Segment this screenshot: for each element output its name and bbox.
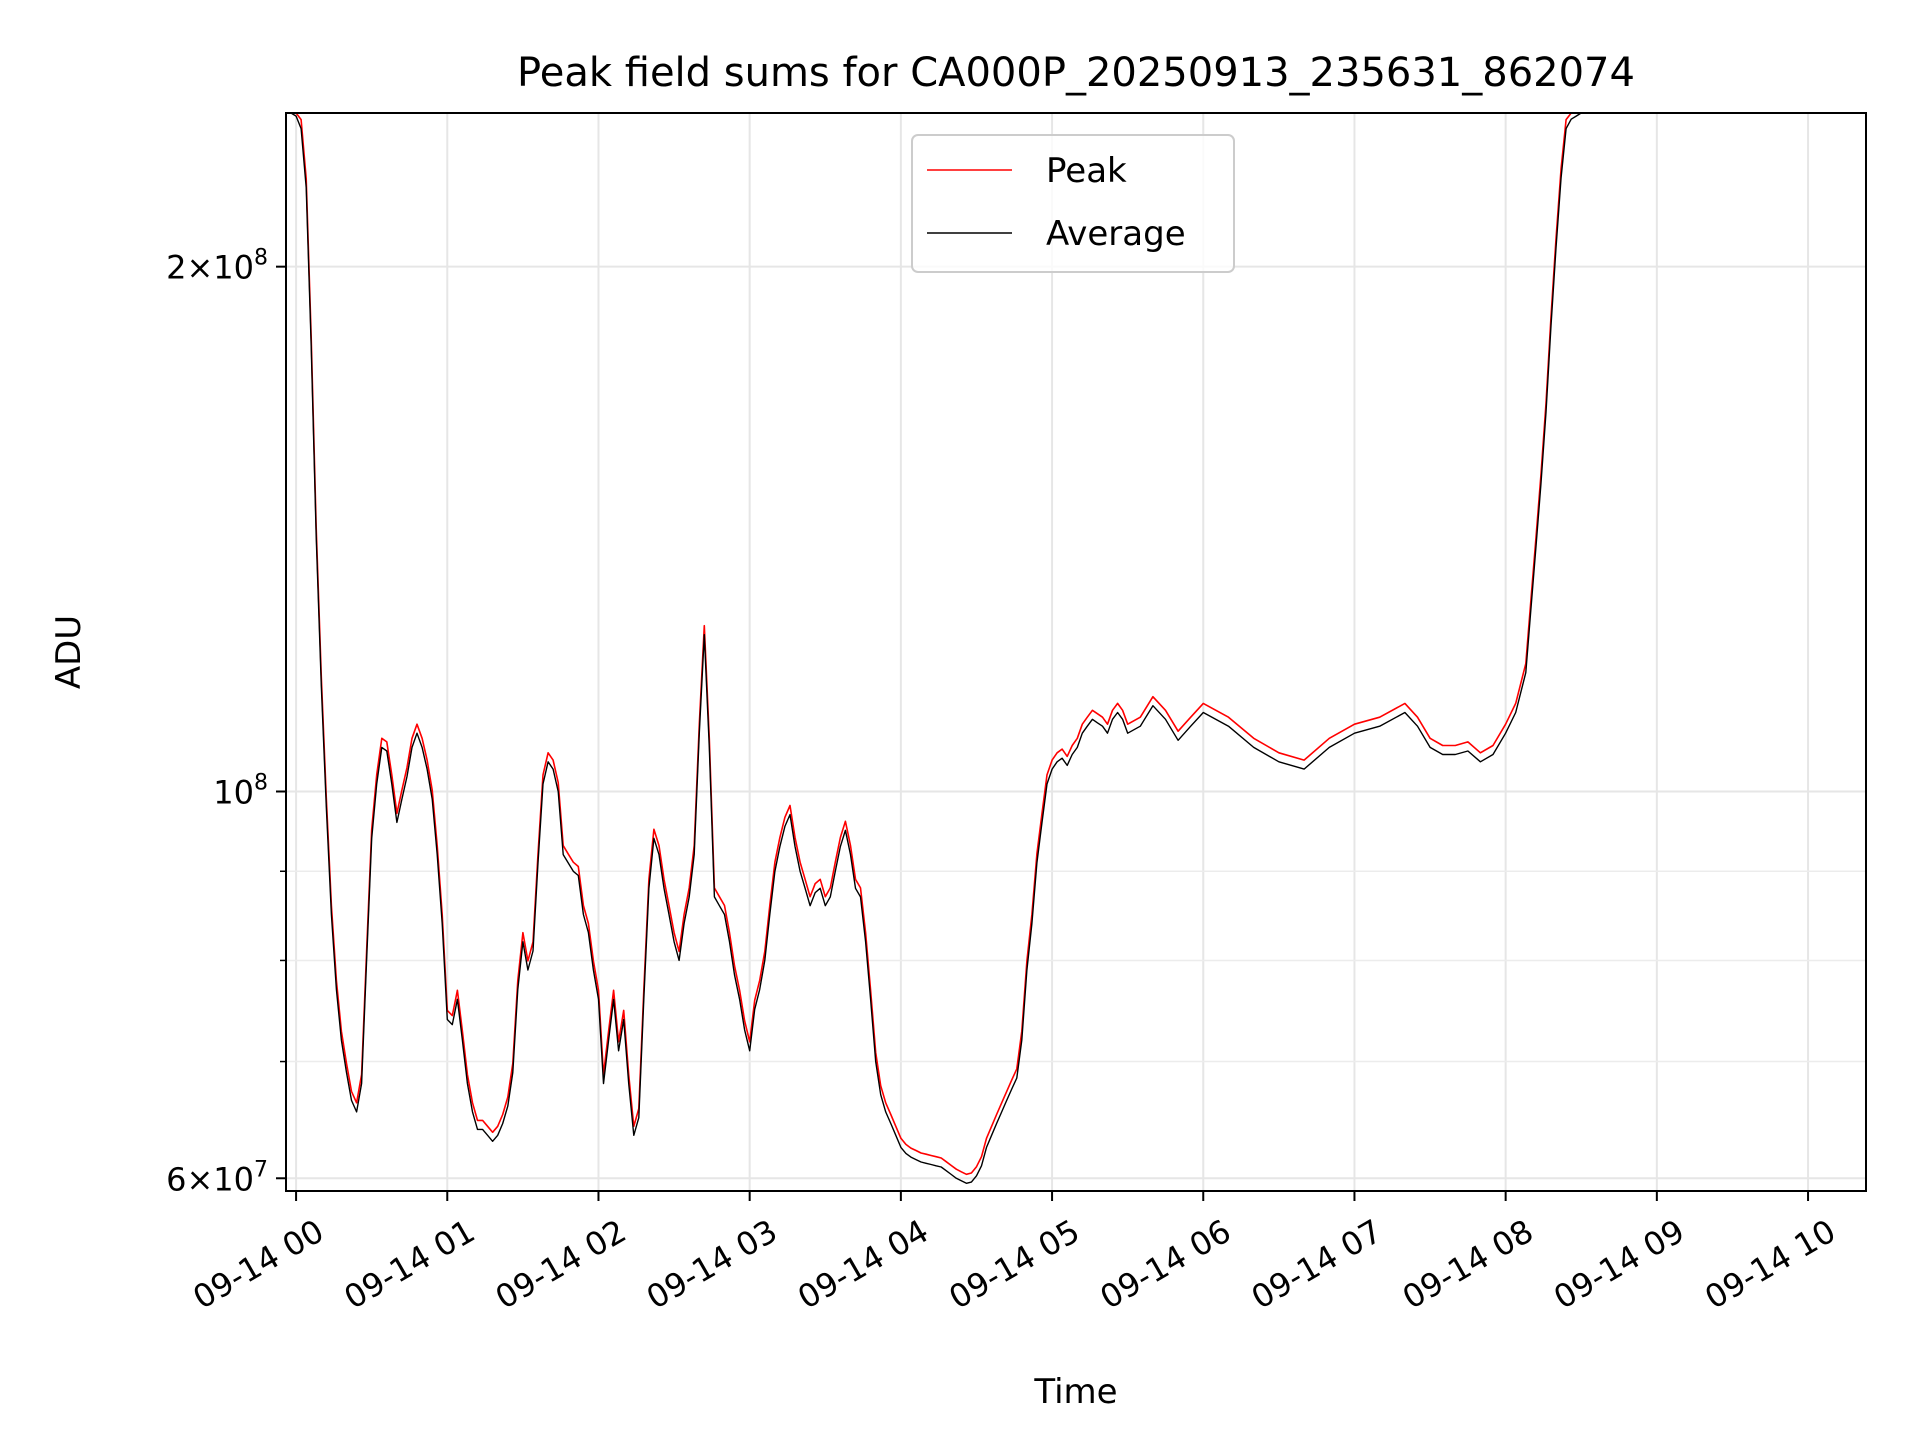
legend: Peak Average: [911, 134, 1235, 273]
plot-frame: [285, 112, 1867, 1192]
y-tick-label: 108: [213, 770, 268, 811]
chart-title: Peak field sums for CA000P_20250913_2356…: [517, 50, 1635, 96]
y-axis-label: ADU: [49, 615, 89, 689]
x-axis-label: Time: [1033, 1372, 1117, 1412]
y-tick-label: 6×107: [166, 1157, 268, 1198]
legend-peak-label: Peak: [1046, 151, 1127, 191]
y-axis: 6×107 108 2×108: [166, 246, 286, 1198]
y-tick-label: 2×108: [166, 246, 268, 287]
legend-average-label: Average: [1046, 214, 1186, 254]
